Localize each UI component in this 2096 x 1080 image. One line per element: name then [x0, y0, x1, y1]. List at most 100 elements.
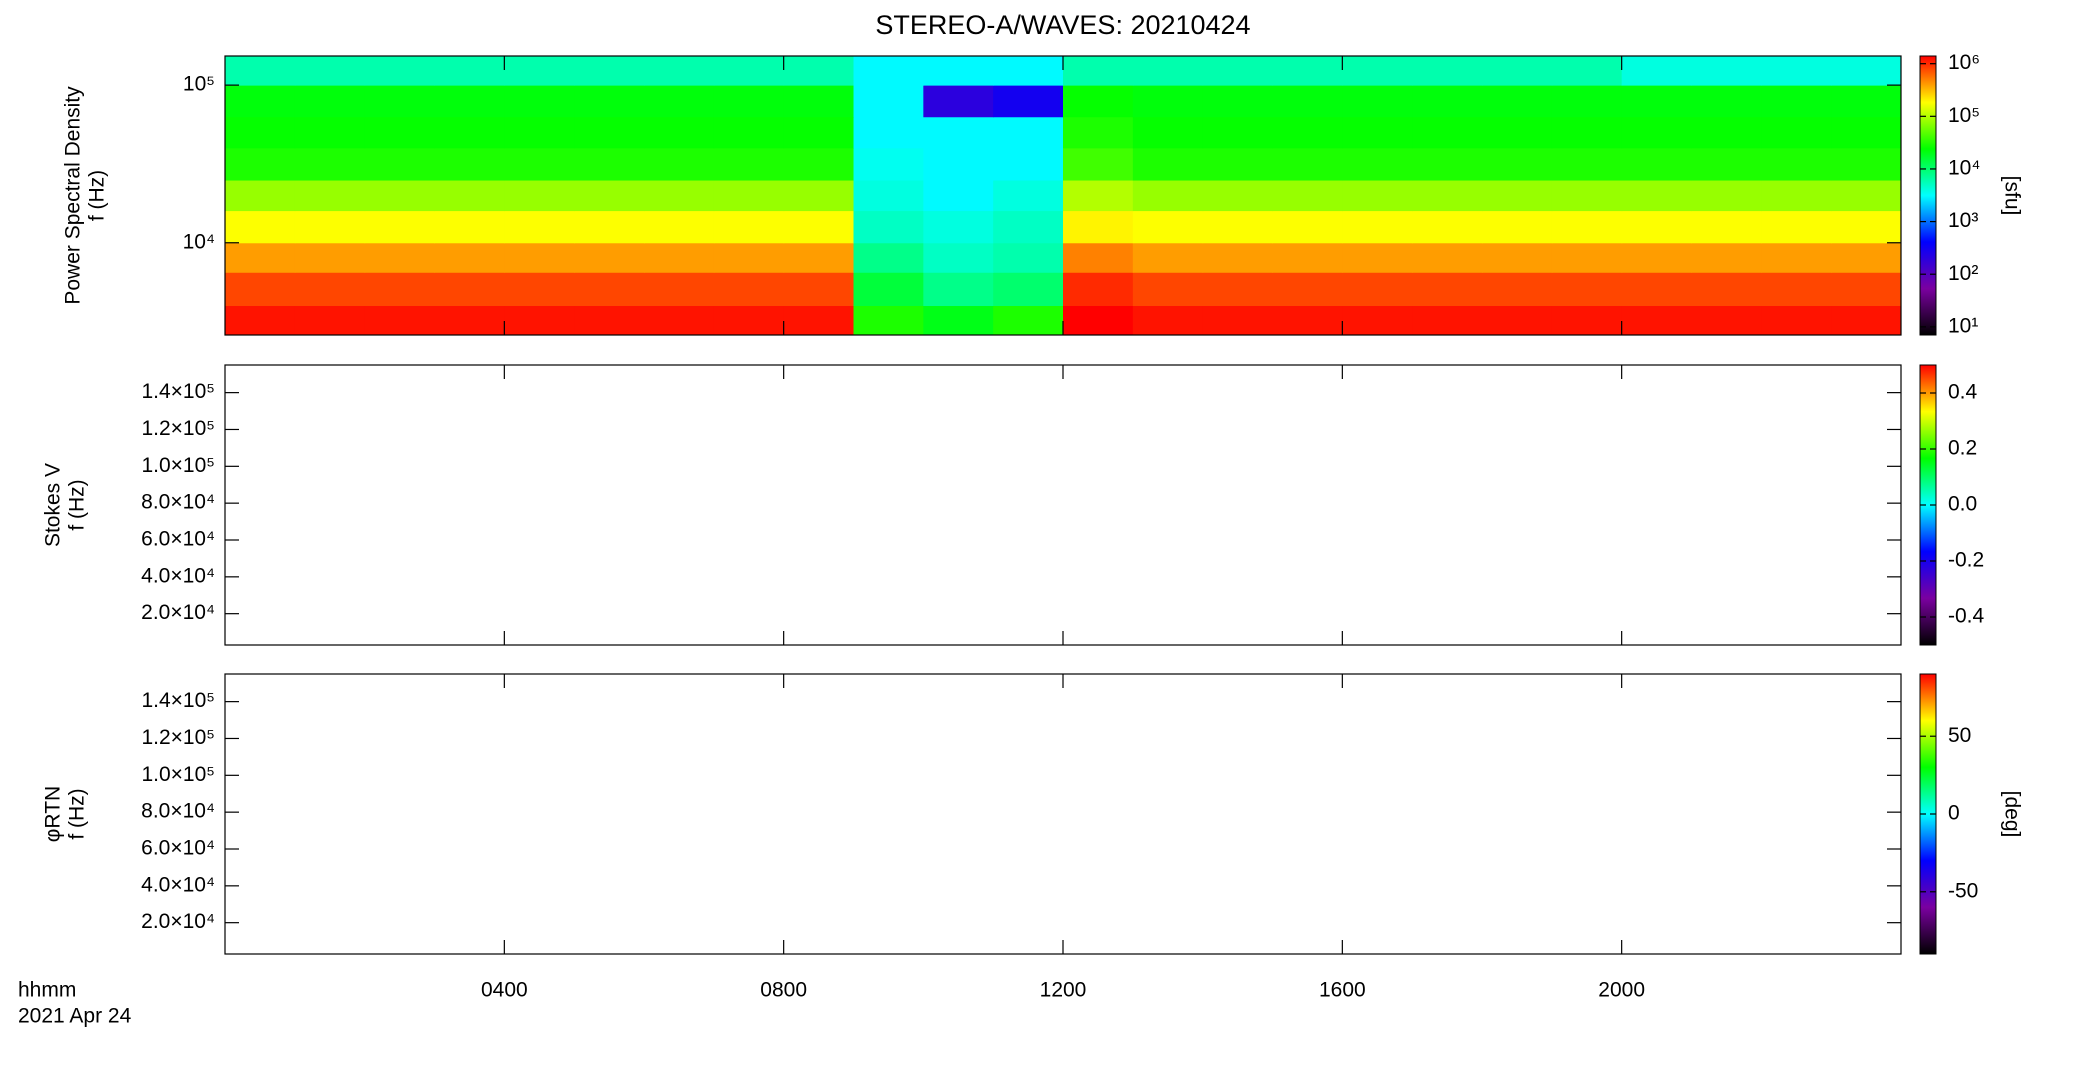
heatmap-cell: [1621, 305, 1692, 336]
heatmap-cell: [225, 242, 296, 273]
heatmap-cell: [1272, 305, 1343, 336]
heatmap-cell: [1342, 85, 1413, 118]
heatmap-cell: [225, 272, 296, 307]
colorbar-tick-label: 0: [1948, 802, 1960, 825]
heatmap-cell: [923, 210, 994, 244]
heatmap-cell: [294, 305, 366, 336]
colorbar-tick-label: 10¹: [1948, 314, 1978, 337]
heatmap-cell: [294, 242, 366, 273]
heatmap-cell: [1761, 116, 1832, 149]
heatmap-cell: [713, 56, 785, 86]
heatmap-cell: [923, 305, 994, 336]
y-tick-label: 1.4×10⁵: [141, 689, 215, 712]
heatmap-cell: [923, 180, 994, 212]
heatmap-cell: [1551, 85, 1623, 118]
y-tick-label: 1.2×10⁵: [141, 417, 215, 440]
colorbar-tick-label: 0.2: [1948, 437, 1977, 460]
heatmap-cell: [1342, 147, 1413, 181]
heatmap-cell: [644, 116, 715, 149]
x-tick-label: 2000: [1598, 979, 1645, 1002]
plot-frame: [224, 673, 1902, 955]
heatmap-cell: [993, 180, 1064, 212]
heatmap-cell: [1132, 147, 1204, 181]
heatmap-cell: [713, 85, 785, 118]
heatmap-cell: [1691, 272, 1762, 307]
heatmap-cell: [783, 242, 854, 273]
heatmap-cell: [1551, 147, 1623, 181]
heatmap-cell: [1272, 56, 1343, 86]
heatmap-cell: [434, 242, 505, 273]
y-axis-label: f (Hz): [86, 170, 109, 221]
heatmap-cell: [1621, 56, 1692, 86]
heatmap-cell: [364, 210, 435, 244]
heatmap-cell: [783, 85, 854, 118]
heatmap-cell: [294, 85, 366, 118]
heatmap-cell: [1412, 305, 1483, 336]
heatmap-cell: [434, 210, 505, 244]
heatmap-cell: [1412, 116, 1483, 149]
heatmap-cell: [1761, 210, 1832, 244]
heatmap-cell: [1412, 210, 1483, 244]
heatmap-cell: [434, 305, 505, 336]
heatmap-cell: [225, 210, 296, 244]
heatmap-cell: [783, 116, 854, 149]
heatmap-cell: [1132, 85, 1204, 118]
heatmap-cell: [993, 116, 1064, 149]
heatmap-cell: [504, 180, 575, 212]
heatmap-cell: [1202, 305, 1273, 336]
heatmap-cell: [644, 210, 715, 244]
heatmap-cell: [574, 56, 645, 86]
heatmap-cell: [1202, 116, 1273, 149]
heatmap-cell: [1831, 56, 1902, 86]
heatmap-cell: [1551, 305, 1623, 336]
colorbar-tick-label: 0.0: [1948, 493, 1977, 516]
heatmap-cell: [1063, 272, 1134, 307]
heatmap-cell: [1691, 305, 1762, 336]
heatmap-cell: [1412, 180, 1483, 212]
x-tick-label: 0400: [481, 979, 528, 1002]
y-tick-label: 6.0×10⁴: [141, 528, 215, 551]
x-axis-label: hhmm: [18, 979, 76, 1002]
y-tick-label: 1.4×10⁵: [141, 380, 215, 403]
heatmap-cell: [1202, 85, 1273, 118]
heatmap-cell: [1831, 210, 1902, 244]
heatmap-cell: [1551, 56, 1623, 86]
heatmap-cell: [225, 85, 296, 118]
heatmap-cell: [1132, 242, 1204, 273]
heatmap-cell: [644, 272, 715, 307]
heatmap-cell: [1202, 180, 1273, 212]
heatmap-cell: [574, 147, 645, 181]
heatmap-cell: [504, 147, 575, 181]
heatmap-cell: [1202, 147, 1273, 181]
heatmap-cell: [1202, 56, 1273, 86]
colorbar-label: [deg]: [2000, 791, 2023, 838]
colorbar-tick-label: 10⁴: [1948, 157, 1980, 180]
heatmap-cell: [434, 56, 505, 86]
y-tick-label: 8.0×10⁴: [141, 491, 215, 514]
heatmap-cell: [434, 85, 505, 118]
heatmap-cell: [1342, 116, 1413, 149]
heatmap-cell: [225, 147, 296, 181]
colorbar-tick-label: 10³: [1948, 209, 1978, 232]
heatmap-cell: [1482, 305, 1553, 336]
heatmap-cell: [853, 305, 924, 336]
heatmap-cell: [1342, 210, 1413, 244]
heatmap-cell: [364, 85, 435, 118]
y-tick-label: 4.0×10⁴: [141, 873, 215, 896]
heatmap-cell: [294, 116, 366, 149]
heatmap-cell: [1761, 305, 1832, 336]
heatmap-cell: [1063, 180, 1134, 212]
y-axis-label: f (Hz): [66, 788, 89, 839]
heatmap-cell: [1551, 116, 1623, 149]
chart-title: STEREO-A/WAVES: 20210424: [875, 10, 1250, 40]
heatmap-cell: [713, 210, 785, 244]
heatmap-cell: [294, 180, 366, 212]
heatmap-cell: [1482, 116, 1553, 149]
heatmap-cell: [923, 85, 994, 118]
colorbar-tick-label: -0.2: [1948, 549, 1984, 572]
heatmap-cell: [713, 180, 785, 212]
heatmap-cell: [644, 180, 715, 212]
heatmap-cell: [1482, 272, 1553, 307]
heatmap-cell: [1063, 85, 1134, 118]
heatmap-cell: [504, 56, 575, 86]
